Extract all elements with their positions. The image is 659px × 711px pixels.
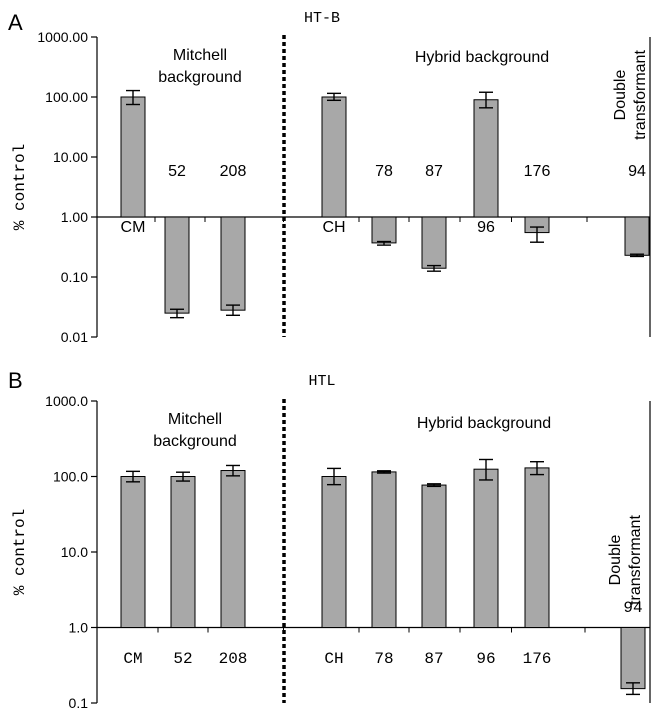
panel-a-bar-94 [624, 216, 650, 256]
panel-a-bar-87 [421, 216, 447, 269]
panel-a-y-tick-label: 0.10 [61, 269, 88, 285]
panel-b-double-label-line1: Double [607, 535, 624, 586]
panel-b-hybrid-label: Hybrid background [417, 415, 551, 432]
panel-a-bar-52 [164, 216, 190, 314]
panel-a-y-tick-label: 10.00 [53, 149, 88, 165]
panel-a-category-label: 96 [477, 219, 495, 236]
panel-b-y-tick-label: 0.1 [69, 695, 89, 711]
panel-a-bar-CM [120, 96, 146, 218]
panel-b-mitchell-label-line2: background [153, 433, 237, 450]
panel-a-category-label: CH [322, 219, 345, 236]
panel-b-category-label: CH [324, 650, 343, 668]
panel-a-y-tick-label: 1000.00 [37, 29, 88, 45]
panel-a-category-label: 94 [628, 163, 646, 180]
panel-a-bar-208 [220, 216, 246, 311]
panel-b-bar-52 [170, 476, 196, 628]
panel-b-category-label: 96 [476, 650, 495, 668]
panel-a-y-tick-label: 1.00 [61, 209, 88, 225]
panel-b-category-label: CM [123, 650, 142, 668]
panel-b-y-tick-label: 1.0 [69, 620, 89, 636]
panel-b-y-axis-label: % control [11, 509, 29, 595]
panel-b-bar-96 [473, 468, 499, 628]
panel-a-category-label: 176 [524, 163, 551, 180]
panel-b-category-label: 52 [173, 650, 192, 668]
panel-b-bar-CH [321, 476, 347, 628]
panel-a-y-tick-label: 100.00 [45, 89, 88, 105]
panel-a-y-axis-label: % control [11, 144, 29, 230]
panel-a-mitchell-label-line2: background [158, 69, 242, 86]
panel-b-category-label: 87 [424, 650, 443, 668]
panel-a-category-label: 78 [375, 163, 393, 180]
panel-b-y-tick-label: 100.0 [53, 469, 88, 485]
panel-b-y-tick-label: 1000.0 [45, 393, 88, 409]
panel-a-category-label: 208 [220, 163, 247, 180]
panel-a-title: HT-B [304, 10, 340, 27]
panel-a-double-label-line2: transformant [632, 50, 649, 140]
panel-b-bar-78 [371, 471, 397, 629]
panel-b-bar-94 [620, 627, 646, 690]
panel-a-mitchell-label-line1: Mitchell [173, 47, 227, 64]
panel-b-y-tick-label: 10.0 [61, 544, 88, 560]
panel-b-category-label: 94 [623, 599, 642, 617]
panel-a-category-label: CM [121, 219, 146, 236]
panel-a-bar-CH [321, 96, 347, 218]
panel-b-title: HTL [308, 373, 335, 390]
panel-b-category-label: 78 [374, 650, 393, 668]
panel-a-bar-78 [371, 216, 397, 244]
panel-b-double-label-line2: transformant [627, 515, 644, 605]
panel-b-bar-CM [120, 476, 146, 628]
panel-b-bar-176 [524, 467, 550, 628]
panel-a-y-tick-label: 0.01 [61, 329, 88, 345]
panel-b-category-label: 208 [219, 650, 248, 668]
panel-a-bar-96 [473, 99, 499, 218]
panel-a-letter: A [8, 10, 23, 35]
panel-a-category-label: 52 [168, 163, 186, 180]
panel-b-letter: B [8, 368, 23, 393]
panel-a-category-label: 87 [425, 163, 443, 180]
panel-b-bar-208 [220, 470, 246, 628]
panel-b-mitchell-label-line1: Mitchell [168, 411, 222, 428]
panel-b-category-label: 176 [523, 650, 552, 668]
panel-b-bar-87 [421, 484, 447, 628]
panel-a-double-label-line1: Double [612, 70, 629, 121]
panel-a-hybrid-label: Hybrid background [415, 49, 549, 66]
